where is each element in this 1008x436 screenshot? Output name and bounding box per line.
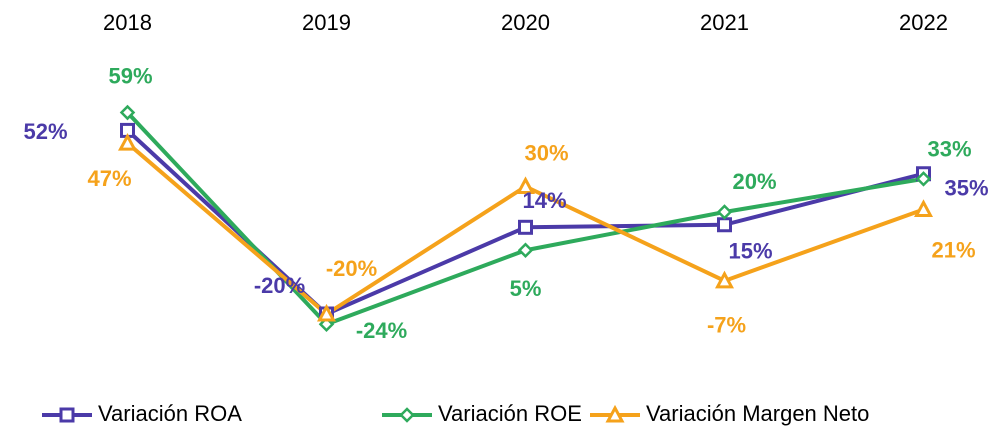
point-marker [716,204,733,220]
point-marker [518,219,533,235]
legend-marker [605,404,625,423]
data-label: 20% [732,169,776,194]
data-label: 33% [927,137,971,162]
x-tick-label: 2021 [700,10,749,35]
point-marker [714,270,735,289]
legend-marker [399,407,415,423]
data-label: 21% [931,237,975,262]
data-label: 15% [728,239,772,264]
point-marker [515,176,536,194]
data-label: -24% [356,318,407,343]
x-tick-label: 2019 [302,10,351,35]
x-tick-label: 2020 [501,10,550,35]
data-label: -20% [326,256,377,281]
x-tick-label: 2022 [899,10,948,35]
data-label: 52% [23,119,67,144]
data-label: 14% [522,188,566,213]
point-marker [913,199,934,217]
data-label: 30% [524,140,568,165]
point-marker [517,242,534,259]
data-label: 47% [87,166,131,191]
data-label: -7% [707,313,746,338]
point-marker [717,217,732,233]
legend-label: Variación Margen Neto [646,401,869,426]
point-marker [117,132,138,151]
data-label: -20% [254,273,305,298]
point-marker [316,303,337,322]
point-marker [915,171,932,187]
legend-label: Variación ROE [438,401,582,426]
legend-marker [59,407,75,423]
data-label: 5% [510,276,542,301]
point-marker [119,104,136,121]
data-label: 59% [108,63,152,88]
data-label: 35% [944,176,988,201]
x-tick-label: 2018 [103,10,152,35]
legend-label: Variación ROA [98,401,242,426]
